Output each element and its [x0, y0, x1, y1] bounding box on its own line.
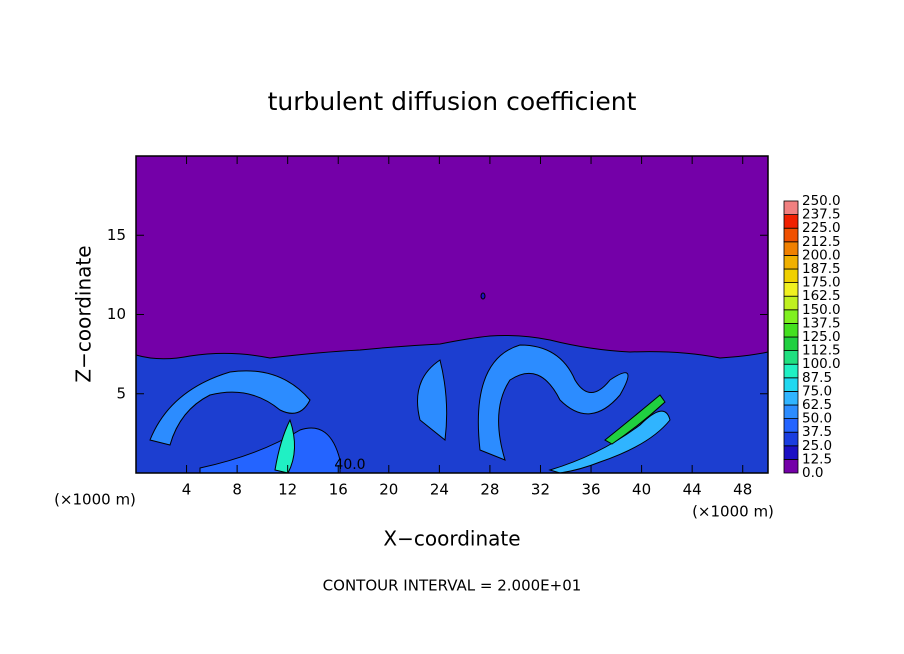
x-tick-label: 32 — [531, 481, 550, 499]
colorbar-label: 212.5 — [802, 234, 841, 250]
x-tick-label: 12 — [278, 481, 297, 499]
field-swirl — [274, 418, 295, 474]
x-tick-label: 48 — [733, 481, 752, 499]
field-region — [135, 335, 769, 474]
colorbar-box — [783, 309, 799, 324]
x-tick-label: 28 — [480, 481, 499, 499]
colorbar-label: 225.0 — [802, 220, 841, 236]
colorbar-label: 175.0 — [802, 275, 841, 291]
colorbar-box — [783, 214, 799, 229]
x-tick-label: 16 — [329, 481, 348, 499]
field-swirl — [199, 427, 341, 474]
colorbar-label: 150.0 — [802, 302, 841, 318]
colorbar-box — [783, 350, 799, 365]
colorbar-label: 62.5 — [802, 397, 832, 413]
field-swirl — [604, 394, 666, 445]
chart-title: turbulent diffusion coefficient — [268, 87, 637, 116]
colorbar-label: 250.0 — [802, 193, 841, 209]
colorbar-box — [783, 377, 799, 392]
colorbar-label: 137.5 — [802, 315, 841, 331]
colorbar-label: 25.0 — [802, 438, 832, 454]
field-swirl — [149, 370, 311, 446]
x-tick-label: 4 — [182, 481, 192, 499]
field-blob — [480, 292, 486, 300]
x-tick-label: 40 — [632, 481, 651, 499]
colorbar-label: 125.0 — [802, 329, 841, 345]
field — [135, 156, 769, 474]
colorbar-label: 75.0 — [802, 383, 832, 399]
colorbar-label: 237.5 — [802, 207, 841, 223]
colorbar-label: 12.5 — [802, 451, 832, 467]
contour-label: 40.0 — [334, 457, 365, 473]
y-tick-label: 5 — [116, 384, 126, 402]
colorbar-box — [783, 322, 799, 338]
field-swirl — [548, 410, 671, 474]
colorbar-box — [783, 227, 799, 243]
x-tick-label: 8 — [232, 481, 242, 499]
x-tick-label: 44 — [683, 481, 702, 499]
colorbar-label: 0.0 — [802, 465, 823, 481]
colorbar-box — [783, 295, 799, 311]
colorbar-box — [783, 390, 799, 406]
colorbar-box — [783, 431, 799, 447]
colorbar-box — [783, 404, 799, 420]
footnote: CONTOUR INTERVAL = 2.000E+01 — [323, 577, 582, 595]
colorbar-label: 100.0 — [802, 356, 841, 372]
colorbar-box — [783, 282, 799, 297]
x-tick-label: 20 — [379, 481, 398, 499]
colorbar-box — [783, 268, 799, 284]
x-unit: (×1000 m) — [692, 503, 774, 521]
field-swirl — [417, 359, 448, 441]
colorbar-label: 162.5 — [802, 288, 841, 304]
colorbar-label: 50.0 — [802, 411, 832, 427]
colorbar-label: 37.5 — [802, 424, 832, 440]
colorbar-label: 87.5 — [802, 370, 832, 386]
colorbar-box — [783, 241, 799, 256]
colorbar-box — [783, 418, 799, 433]
x-axis-label: X−coordinate — [383, 527, 520, 551]
x-tick-label: 24 — [430, 481, 449, 499]
colorbar-box — [783, 336, 799, 352]
colorbar-label: 187.5 — [802, 261, 841, 277]
field-swirl — [477, 344, 629, 461]
x-tick-label: 36 — [581, 481, 600, 499]
y-axis-label: Z−coordinate — [72, 245, 96, 382]
colorbar-label: 112.5 — [802, 343, 841, 359]
colorbar-box — [783, 458, 799, 474]
colorbar-box — [783, 200, 799, 216]
colorbar-box — [783, 254, 799, 270]
y-unit: (×1000 m) — [54, 491, 136, 509]
y-tick-label: 10 — [107, 305, 126, 323]
colorbar-box — [783, 363, 799, 379]
colorbar-box — [783, 445, 799, 460]
colorbar-label: 200.0 — [802, 247, 841, 263]
y-tick-label: 15 — [107, 226, 126, 244]
